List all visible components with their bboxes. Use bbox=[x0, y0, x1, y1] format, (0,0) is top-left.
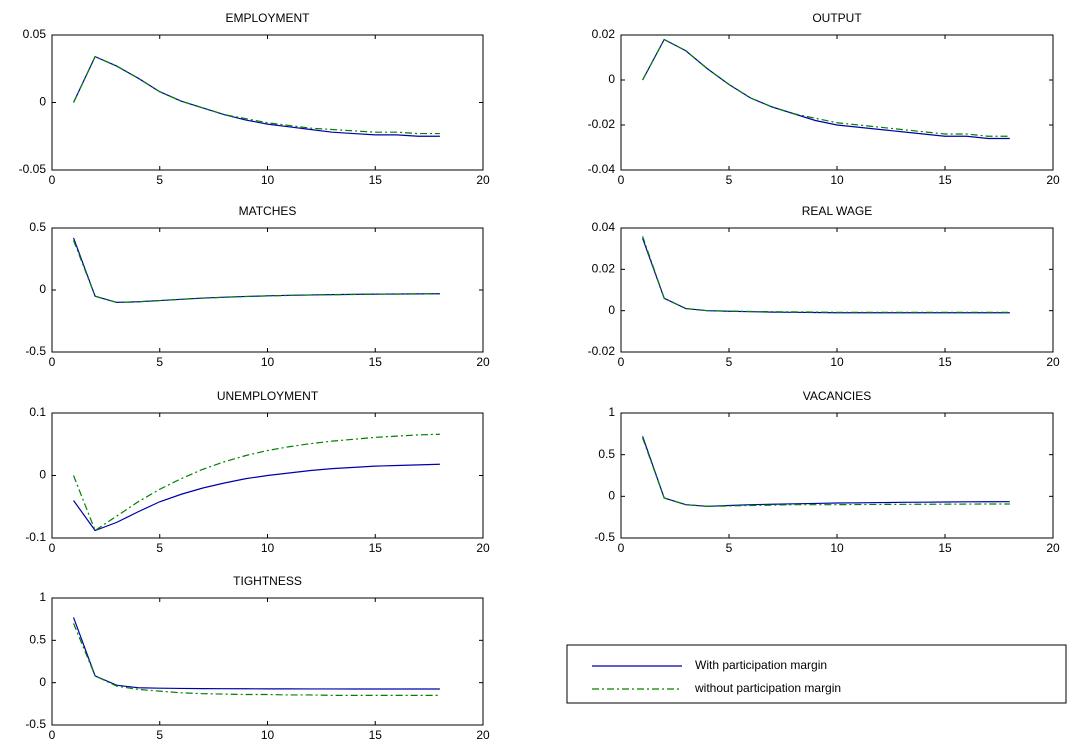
y-tick-label: 0.5 bbox=[29, 633, 46, 647]
x-tick-label: 20 bbox=[1046, 541, 1060, 555]
legend-box bbox=[566, 644, 1067, 704]
x-tick-label: 0 bbox=[618, 541, 625, 555]
legend-label: without participation margin bbox=[694, 681, 841, 695]
x-tick-label: 5 bbox=[156, 728, 163, 742]
x-tick-label: 20 bbox=[476, 355, 490, 369]
series-line bbox=[642, 437, 1010, 507]
x-tick-label: 10 bbox=[261, 173, 275, 187]
y-tick-label: -0.02 bbox=[588, 117, 616, 131]
series-line bbox=[642, 236, 1010, 313]
chart-title: UNEMPLOYMENT bbox=[217, 389, 319, 403]
y-tick-label: 0 bbox=[39, 468, 46, 482]
legend-label: With participation margin bbox=[695, 658, 827, 672]
y-tick-label: 0.05 bbox=[23, 27, 47, 41]
y-tick-label: -0.5 bbox=[25, 717, 46, 731]
x-tick-label: 5 bbox=[726, 541, 733, 555]
series-line bbox=[72, 623, 440, 696]
x-tick-label: 15 bbox=[938, 173, 952, 187]
x-tick-label: 10 bbox=[830, 355, 844, 369]
x-tick-label: 10 bbox=[261, 541, 275, 555]
y-tick-label: 1 bbox=[39, 590, 46, 604]
series-line bbox=[642, 436, 1010, 507]
axes-box bbox=[51, 227, 484, 353]
x-tick-label: 15 bbox=[369, 355, 383, 369]
axes-box bbox=[51, 34, 484, 171]
y-tick-label: 0.5 bbox=[29, 220, 46, 234]
x-tick-label: 0 bbox=[49, 728, 56, 742]
y-tick-label: -0.5 bbox=[25, 344, 46, 358]
x-tick-label: 5 bbox=[726, 173, 733, 187]
series-line bbox=[73, 463, 440, 532]
y-tick-label: 0.5 bbox=[598, 447, 615, 461]
x-tick-label: 0 bbox=[49, 355, 56, 369]
x-tick-label: 5 bbox=[726, 355, 733, 369]
y-tick-label: -0.5 bbox=[594, 530, 615, 544]
chart-title: MATCHES bbox=[239, 204, 297, 218]
x-tick-label: 20 bbox=[1046, 355, 1060, 369]
y-tick-label: 0 bbox=[39, 675, 46, 689]
axes-box bbox=[620, 412, 1054, 539]
chart-title: OUTPUT bbox=[812, 11, 862, 25]
x-tick-label: 0 bbox=[49, 541, 56, 555]
y-tick-label: 0 bbox=[608, 72, 615, 86]
y-tick-label: 0.1 bbox=[29, 405, 46, 419]
x-tick-label: 15 bbox=[938, 541, 952, 555]
series-line bbox=[72, 617, 440, 690]
axes-box bbox=[51, 597, 484, 726]
chart-title: EMPLOYMENT bbox=[225, 11, 310, 25]
x-tick-label: 10 bbox=[830, 541, 844, 555]
y-tick-label: 0 bbox=[608, 489, 615, 503]
y-tick-label: 1 bbox=[608, 405, 615, 419]
axes-box bbox=[620, 227, 1054, 353]
y-tick-label: -0.05 bbox=[19, 162, 47, 176]
x-tick-label: 10 bbox=[261, 355, 275, 369]
y-tick-label: 0 bbox=[608, 303, 615, 317]
x-tick-label: 20 bbox=[476, 173, 490, 187]
series-line bbox=[642, 38, 1010, 137]
series-line bbox=[72, 433, 440, 532]
x-tick-label: 0 bbox=[618, 355, 625, 369]
x-tick-label: 15 bbox=[369, 728, 383, 742]
axes-box bbox=[620, 34, 1054, 171]
y-tick-label: -0.04 bbox=[588, 162, 616, 176]
chart-title: REAL WAGE bbox=[802, 204, 872, 218]
y-tick-label: 0.04 bbox=[592, 220, 616, 234]
chart-title: VACANCIES bbox=[803, 389, 871, 403]
x-tick-label: 20 bbox=[476, 728, 490, 742]
series-line bbox=[72, 240, 440, 304]
x-tick-label: 15 bbox=[369, 541, 383, 555]
x-tick-label: 5 bbox=[156, 355, 163, 369]
y-tick-label: 0 bbox=[39, 282, 46, 296]
chart-title: TIGHTNESS bbox=[233, 574, 302, 588]
y-tick-label: -0.02 bbox=[588, 344, 616, 358]
y-tick-label: 0.02 bbox=[592, 27, 616, 41]
x-tick-label: 15 bbox=[938, 355, 952, 369]
x-tick-label: 0 bbox=[618, 173, 625, 187]
x-tick-label: 0 bbox=[49, 173, 56, 187]
x-tick-label: 20 bbox=[476, 541, 490, 555]
x-tick-label: 5 bbox=[156, 173, 163, 187]
y-tick-label: 0.02 bbox=[592, 262, 616, 276]
x-tick-label: 5 bbox=[156, 541, 163, 555]
x-tick-label: 10 bbox=[830, 173, 844, 187]
x-tick-label: 10 bbox=[261, 728, 275, 742]
y-tick-label: 0 bbox=[39, 95, 46, 109]
series-line bbox=[73, 55, 440, 135]
x-tick-label: 15 bbox=[369, 173, 383, 187]
y-tick-label: -0.1 bbox=[25, 530, 46, 544]
x-tick-label: 20 bbox=[1046, 173, 1060, 187]
